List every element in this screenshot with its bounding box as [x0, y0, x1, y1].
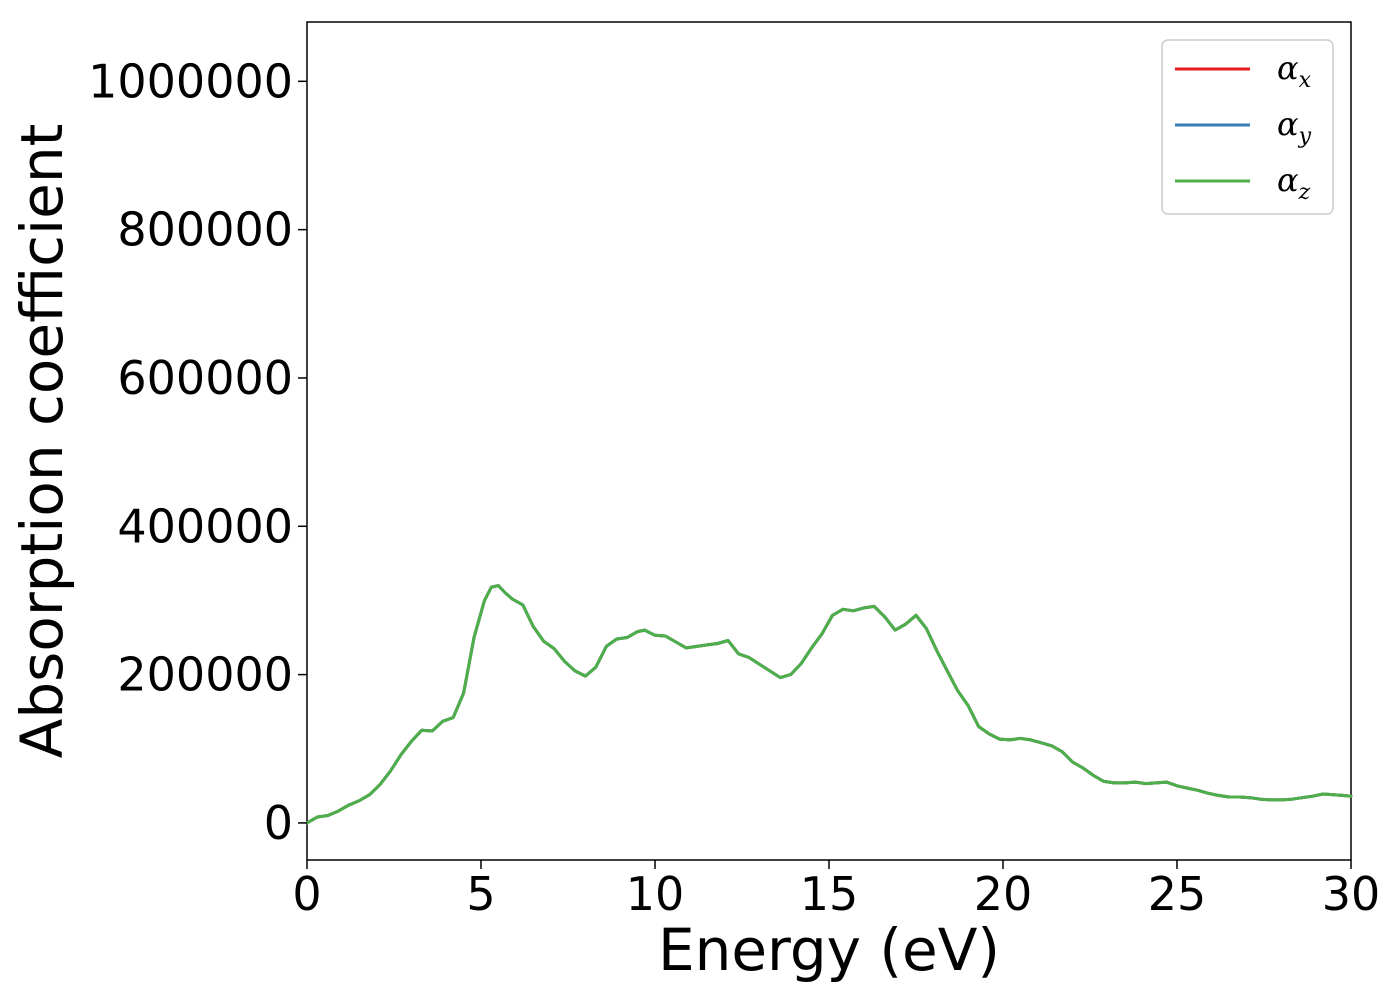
y-axis: 0 200000 400000 600000 800000 1000000: [88, 54, 307, 850]
y-tick-label: 400000: [117, 499, 293, 553]
y-tick-label: 1000000: [88, 54, 293, 108]
x-axis-title: Energy (eV): [658, 916, 1000, 984]
legend-label: αz: [1277, 161, 1311, 205]
x-tick-label: 5: [466, 867, 495, 921]
series-line-αz: [305, 584, 1353, 825]
legend-label: αx: [1277, 49, 1312, 93]
x-tick-label: 25: [1148, 867, 1207, 921]
y-tick-label: 800000: [117, 203, 293, 257]
y-tick-label: 600000: [117, 351, 293, 405]
series-group: [305, 584, 1353, 825]
legend-label: αy: [1277, 105, 1312, 149]
legend-box: [1161, 39, 1334, 215]
x-tick-label: 20: [974, 867, 1033, 921]
legend: αx αy αz: [1161, 39, 1334, 215]
x-tick-label: 30: [1322, 867, 1381, 921]
y-tick-label: 200000: [117, 648, 293, 702]
x-tick-label: 10: [626, 867, 685, 921]
y-axis-title: Absorption coefficient: [8, 124, 76, 759]
x-tick-label: 0: [292, 867, 321, 921]
y-tick-label: 0: [264, 796, 293, 850]
x-axis: 0 5 10 15 20 25 30: [292, 860, 1380, 921]
x-tick-label: 15: [800, 867, 859, 921]
